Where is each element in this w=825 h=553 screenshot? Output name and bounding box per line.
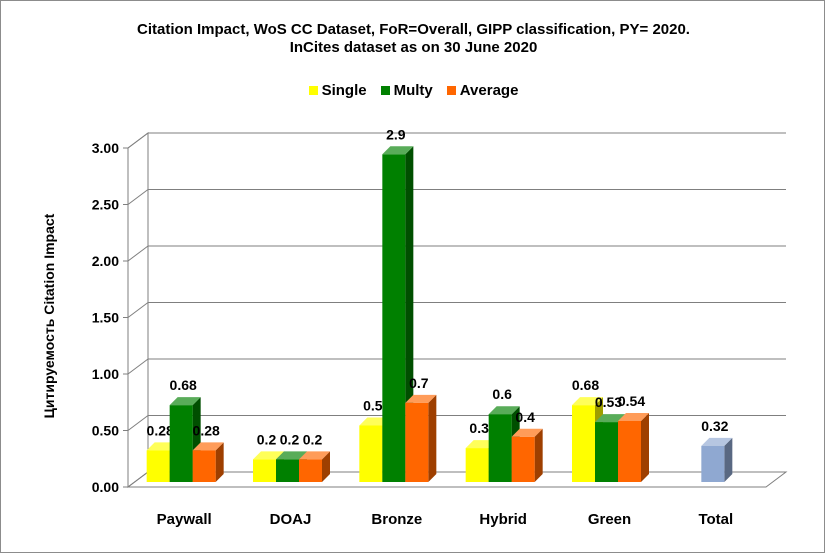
- bar-total-side: [724, 437, 733, 482]
- gridline-depth: [127, 415, 149, 431]
- bar-average-doaj-side: [322, 451, 330, 482]
- bar-single-paywall: [146, 450, 170, 482]
- y-tick-label: 2.00: [92, 253, 119, 269]
- gridline-depth: [127, 471, 149, 488]
- bar-average-hybrid: [511, 436, 535, 482]
- y-tick-label: 0.50: [92, 423, 119, 439]
- bar-single-paywall-label: 0.28: [147, 422, 174, 438]
- gridline-depth: [127, 302, 149, 318]
- bar-average-hybrid-top: [511, 428, 543, 437]
- bar-average-hybrid-side: [534, 428, 543, 482]
- bar-multy-hybrid: [488, 414, 512, 482]
- bar-average-green-label: 0.54: [618, 393, 645, 409]
- y-tick-label: 2.50: [92, 197, 119, 213]
- bar-average-green-side: [641, 412, 649, 482]
- y-tick-label: 3.00: [92, 140, 119, 156]
- legend-label-multy: Multy: [393, 82, 433, 99]
- bar-average-paywall-top: [192, 442, 224, 451]
- bar-average-bronze-label: 0.7: [409, 375, 429, 391]
- y-tick-label: 1.50: [92, 310, 119, 326]
- floor: [126, 471, 788, 488]
- legend-item-multy: Multy: [380, 82, 433, 99]
- bar-multy-bronze-top: [382, 146, 414, 155]
- legend-item-average: Average: [446, 82, 519, 99]
- bar-average-paywall-side: [215, 442, 224, 482]
- bar-multy-paywall: [169, 405, 193, 482]
- bar-average-doaj-top: [299, 451, 330, 460]
- bar-single-doaj-top: [253, 451, 284, 460]
- bar-average-doaj-label: 0.2: [303, 431, 323, 447]
- bar-multy-paywall-label: 0.68: [170, 377, 197, 393]
- bar-multy-doaj: [276, 459, 299, 482]
- bar-average-bronze-top: [405, 394, 437, 403]
- legend-swatch-single: [308, 86, 318, 95]
- x-tick-label: Green: [588, 511, 631, 528]
- legend-swatch-multy: [380, 86, 390, 95]
- legend-item-single: Single: [308, 82, 367, 99]
- bar-multy-hybrid-label: 0.6: [492, 386, 512, 402]
- bar-multy-green-label: 0.53: [595, 394, 622, 410]
- gridline-depth: [127, 189, 149, 205]
- bar-average-hybrid-label: 0.4: [515, 409, 535, 425]
- chart-title: Citation Impact, WoS CC Dataset, FoR=Ove…: [137, 21, 690, 38]
- chart-subtitle: InCites dataset as on 30 June 2020: [289, 39, 538, 56]
- x-tick-label: DOAJ: [270, 511, 312, 528]
- bar-single-green-top: [572, 397, 603, 406]
- bar-single-bronze: [359, 425, 383, 482]
- bar-single-doaj: [253, 459, 276, 482]
- gridline-depth: [127, 245, 149, 262]
- bar-multy-green: [595, 422, 618, 482]
- bar-total-top: [701, 437, 733, 446]
- chart-legend: Single Multy Average: [1, 82, 824, 99]
- gridline-depth: [127, 358, 149, 375]
- bar-single-hybrid-label: 0.3: [469, 420, 489, 436]
- bar-average-green-top: [618, 412, 649, 421]
- bar-total-label: 0.32: [701, 418, 728, 434]
- gridline-depth: [127, 132, 149, 149]
- legend-label-single: Single: [321, 82, 367, 99]
- bar-multy-bronze: [382, 154, 406, 483]
- bar-multy-doaj-label: 0.2: [280, 431, 300, 447]
- legend-label-average: Average: [459, 82, 519, 99]
- bar-single-green-label: 0.68: [572, 377, 599, 393]
- bar-multy-doaj-top: [276, 451, 307, 460]
- bar-single-hybrid: [465, 448, 489, 482]
- bar-average-paywall-label: 0.28: [193, 422, 220, 438]
- bar-single-bronze-label: 0.5: [363, 398, 383, 414]
- bar-multy-green-top: [595, 414, 626, 423]
- legend-swatch-average: [446, 86, 456, 95]
- bar-single-doaj-label: 0.2: [257, 431, 277, 447]
- y-tick-label: 1.00: [92, 366, 119, 382]
- bar-single-green: [572, 405, 595, 482]
- x-tick-label: Paywall: [157, 511, 212, 528]
- bar-multy-hybrid-top: [488, 406, 520, 415]
- bar-average-bronze-side: [428, 394, 437, 482]
- bar-average-doaj: [299, 459, 322, 482]
- bar-multy-paywall-top: [169, 397, 201, 406]
- bar-average-paywall: [192, 450, 216, 482]
- x-tick-label: Hybrid: [479, 511, 527, 528]
- y-tick-label: 0.00: [92, 479, 119, 495]
- x-tick-label: Total: [698, 511, 733, 528]
- bar-average-bronze: [405, 402, 429, 482]
- bar-multy-bronze-label: 2.9: [386, 126, 406, 142]
- bar-total: [701, 445, 725, 482]
- bar-average-green: [618, 420, 641, 482]
- x-tick-label: Bronze: [371, 511, 422, 528]
